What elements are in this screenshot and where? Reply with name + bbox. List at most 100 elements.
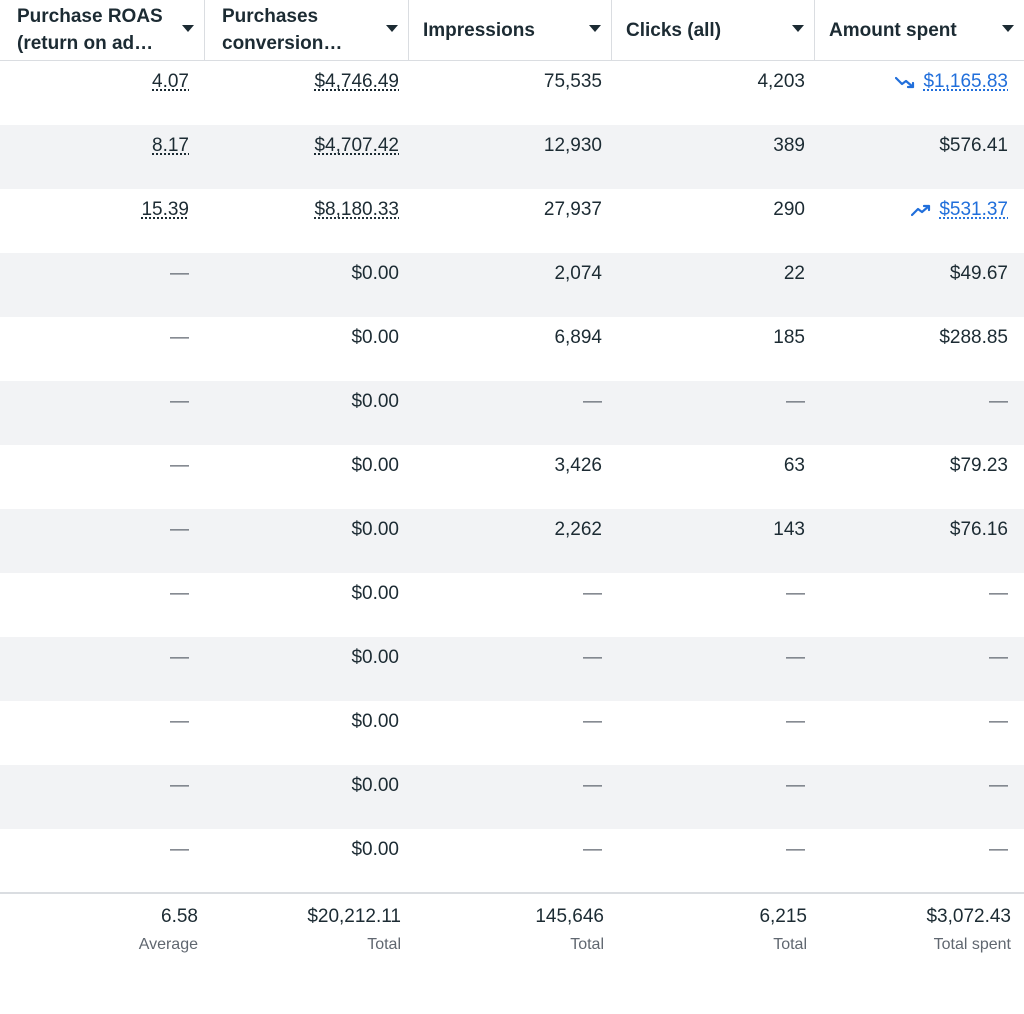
cell-value: $0.00	[351, 646, 399, 670]
cell-value: —	[170, 582, 189, 606]
cell-value: —	[170, 710, 189, 734]
total-cell-amount-spent: $3,072.43 Total spent	[815, 894, 1024, 974]
cell-impressions: —	[409, 701, 612, 765]
table-row[interactable]: — $0.00 — — —	[0, 637, 1024, 701]
table-row[interactable]: — $0.00 3,426 63 $79.23	[0, 445, 1024, 509]
column-header-purchases-conversion[interactable]: Purchases conversion…	[205, 0, 409, 60]
cell-amount-spent: $1,165.83	[815, 61, 1024, 125]
cell-impressions: —	[409, 573, 612, 637]
cell-text: —	[583, 839, 602, 860]
cell-value: $0.00	[351, 326, 399, 350]
cell-purchase-roas: —	[0, 573, 205, 637]
cell-text: —	[989, 711, 1008, 732]
table-row[interactable]: 8.17 $4,707.42 12,930 389 $576.41	[0, 125, 1024, 189]
cell-value: $0.00	[351, 262, 399, 286]
cell-value: $288.85	[939, 326, 1008, 350]
cell-impressions: —	[409, 637, 612, 701]
cell-text: 2,262	[554, 519, 602, 540]
column-header-amount-spent[interactable]: Amount spent	[815, 0, 1024, 60]
cell-clicks: —	[612, 829, 815, 893]
table-row[interactable]: 4.07 $4,746.49 75,535 4,203 $1,165.83	[0, 61, 1024, 125]
cell-text: —	[989, 391, 1008, 412]
cell-value: 12,930	[544, 134, 602, 158]
cell-text: $0.00	[351, 583, 399, 604]
caret-down-icon[interactable]	[386, 25, 398, 32]
table-row[interactable]: — $0.00 — — —	[0, 829, 1024, 893]
cell-text[interactable]: $1,165.83	[923, 71, 1008, 92]
cell-text[interactable]: 15.39	[141, 199, 189, 220]
cell-impressions: 2,074	[409, 253, 612, 317]
cell-value: 75,535	[544, 70, 602, 94]
table-row[interactable]: — $0.00 6,894 185 $288.85	[0, 317, 1024, 381]
cell-value: $4,746.49	[314, 70, 399, 94]
cell-purchases-conversion: $0.00	[205, 573, 409, 637]
trend-down-icon	[895, 75, 917, 89]
caret-down-icon[interactable]	[589, 25, 601, 32]
cell-value: —	[170, 262, 189, 286]
total-cell-clicks: 6,215 Total	[612, 894, 815, 974]
cell-text: —	[583, 775, 602, 796]
cell-text[interactable]: $531.37	[939, 199, 1008, 220]
column-header-line: Purchase ROAS	[17, 6, 163, 27]
table-row[interactable]: — $0.00 — — —	[0, 381, 1024, 445]
cell-amount-spent: —	[815, 701, 1024, 765]
cell-clicks: 290	[612, 189, 815, 253]
cell-value: 22	[784, 262, 805, 286]
table-row[interactable]: — $0.00 2,262 143 $76.16	[0, 509, 1024, 573]
cell-value: —	[989, 646, 1008, 670]
cell-text: —	[989, 647, 1008, 668]
column-header-clicks[interactable]: Clicks (all)	[612, 0, 815, 60]
cell-value: 27,937	[544, 198, 602, 222]
cell-text: $76.16	[949, 519, 1008, 540]
table-row[interactable]: — $0.00 — — —	[0, 573, 1024, 637]
cell-amount-spent: —	[815, 381, 1024, 445]
caret-down-icon[interactable]	[1002, 25, 1014, 32]
cell-text[interactable]: 8.17	[152, 135, 189, 156]
cell-value: —	[170, 646, 189, 670]
table-header: Purchase ROAS (return on ad… Purchases c…	[0, 0, 1024, 61]
cell-text: —	[170, 647, 189, 668]
table-row[interactable]: — $0.00 — — —	[0, 765, 1024, 829]
cell-value: 63	[784, 454, 805, 478]
cell-text: $0.00	[351, 519, 399, 540]
cell-text: 290	[773, 199, 805, 220]
cell-text: 389	[773, 135, 805, 156]
cell-value: —	[786, 838, 805, 862]
total-value: $20,212.11	[307, 906, 401, 927]
table-row[interactable]: 15.39 $8,180.33 27,937 290 $531.37	[0, 189, 1024, 253]
column-header-label: Impressions	[423, 19, 535, 41]
total-label: Total	[773, 936, 807, 953]
cell-text: 143	[773, 519, 805, 540]
cell-text: 6,894	[554, 327, 602, 348]
total-cell-conversion: $20,212.11 Total	[205, 894, 409, 974]
cell-purchases-conversion: $0.00	[205, 701, 409, 765]
column-header-label: Purchase ROAS (return on ad…	[17, 0, 164, 60]
cell-text: $0.00	[351, 391, 399, 412]
table-row[interactable]: — $0.00 — — —	[0, 701, 1024, 765]
cell-impressions: —	[409, 829, 612, 893]
cell-purchase-roas: —	[0, 445, 205, 509]
cell-purchases-conversion: $8,180.33	[205, 189, 409, 253]
cell-text[interactable]: $4,707.42	[314, 135, 399, 156]
cell-purchase-roas: —	[0, 317, 205, 381]
cell-value: —	[786, 390, 805, 414]
cell-value: 6,894	[554, 326, 602, 350]
cell-text[interactable]: $4,746.49	[314, 71, 399, 92]
cell-text[interactable]: 4.07	[152, 71, 189, 92]
cell-text: $576.41	[939, 135, 1008, 156]
cell-clicks: 22	[612, 253, 815, 317]
column-header-purchase-roas[interactable]: Purchase ROAS (return on ad…	[0, 0, 205, 60]
cell-text[interactable]: $8,180.33	[314, 199, 399, 220]
cell-amount-spent: $531.37	[815, 189, 1024, 253]
cell-value: —	[170, 390, 189, 414]
column-header-impressions[interactable]: Impressions	[409, 0, 612, 60]
cell-clicks: 143	[612, 509, 815, 573]
cell-purchases-conversion: $0.00	[205, 829, 409, 893]
cell-value: 185	[773, 326, 805, 350]
caret-down-icon[interactable]	[792, 25, 804, 32]
cell-text: $288.85	[939, 327, 1008, 348]
table-row[interactable]: — $0.00 2,074 22 $49.67	[0, 253, 1024, 317]
cell-clicks: —	[612, 701, 815, 765]
caret-down-icon[interactable]	[182, 25, 194, 32]
cell-purchase-roas: 4.07	[0, 61, 205, 125]
